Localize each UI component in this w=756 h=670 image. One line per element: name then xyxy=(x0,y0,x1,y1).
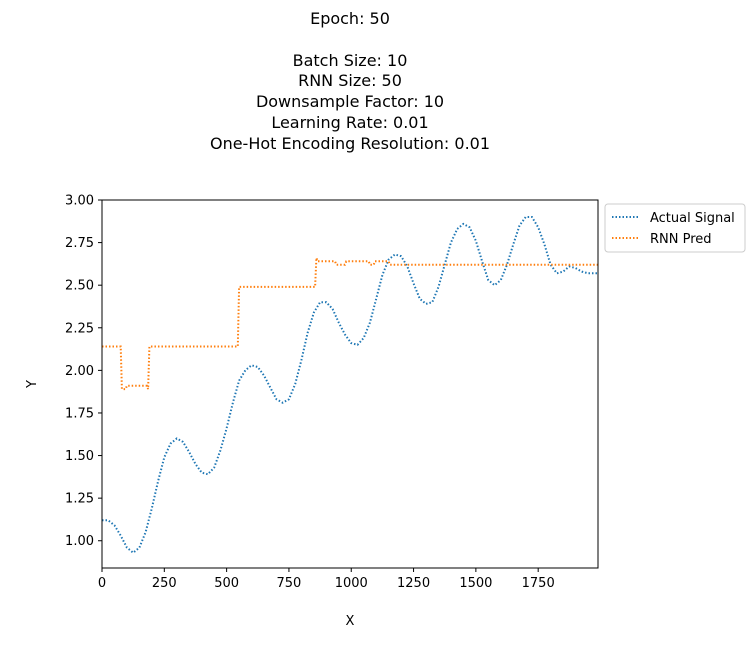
legend-label-rnn-pred: RNN Pred xyxy=(650,232,712,247)
y-tick-label: 1.25 xyxy=(65,492,94,507)
y-tick-label: 1.75 xyxy=(65,406,94,421)
legend-label-actual-signal: Actual Signal xyxy=(650,211,735,226)
x-tick-label: 1000 xyxy=(335,576,368,591)
title-line-batch-size: Batch Size: 10 xyxy=(293,51,408,70)
title-line-epoch: Epoch: 50 xyxy=(310,9,390,28)
y-tick-label: 1.00 xyxy=(65,534,94,549)
x-axis: 0 250 500 750 1000 1250 1500 1750 xyxy=(98,568,555,591)
y-tick-label: 1.50 xyxy=(65,449,94,464)
x-tick-label: 1500 xyxy=(459,576,492,591)
y-tick-label: 2.50 xyxy=(65,279,94,294)
y-axis-label: Y xyxy=(25,380,40,389)
y-tick-label: 3.00 xyxy=(65,194,94,209)
x-tick-label: 250 xyxy=(152,576,177,591)
y-tick-label: 2.00 xyxy=(65,364,94,379)
legend-box xyxy=(604,203,746,253)
plot-frame xyxy=(101,199,599,569)
x-tick-label: 0 xyxy=(98,576,106,591)
y-axis: 1.00 1.25 1.50 1.75 2.00 2.25 2.50 2.75 3.00 xyxy=(65,194,102,549)
x-tick-label: 1250 xyxy=(397,576,430,591)
title-line-rnn-size: RNN Size: 50 xyxy=(298,71,402,90)
x-tick-label: 1750 xyxy=(522,576,555,591)
x-tick-label: 750 xyxy=(277,576,302,591)
title-line-one-hot-resolution: One-Hot Encoding Resolution: 0.01 xyxy=(210,134,490,153)
x-axis-label: X xyxy=(346,614,355,629)
plot-area: 0 250 500 750 1000 1250 1500 1750 1.001.251.501… xyxy=(65,194,599,591)
chart-title: Epoch: 50 Batch Size: 10 RNN Size: 50 Do… xyxy=(210,9,490,153)
y-tick-label: 2.25 xyxy=(65,321,94,336)
legend: Actual Signal RNN Pred xyxy=(604,203,746,253)
x-tick-label: 500 xyxy=(214,576,239,591)
series-layer xyxy=(102,216,598,554)
series-line-rnn-pred xyxy=(102,257,598,391)
y-tick-label: 2.75 xyxy=(65,236,94,251)
title-line-downsample-factor: Downsample Factor: 10 xyxy=(256,92,444,111)
series-line-actual-signal xyxy=(102,216,598,554)
title-line-learning-rate: Learning Rate: 0.01 xyxy=(271,113,428,132)
